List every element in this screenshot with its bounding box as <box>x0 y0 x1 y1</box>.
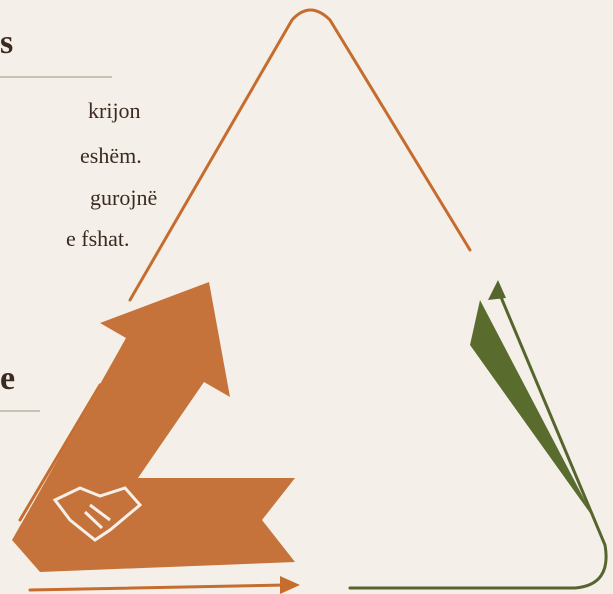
page: s krijon eshëm. gurojnë e fshat. e <box>0 0 613 594</box>
arrow <box>470 300 595 520</box>
icon <box>284 50 350 114</box>
cycle-diagram <box>0 0 613 594</box>
outline <box>30 585 285 590</box>
arrowhead <box>488 280 506 300</box>
arrow <box>12 282 295 572</box>
arrowhead <box>280 576 300 594</box>
icon <box>492 478 552 540</box>
outline <box>130 10 470 300</box>
arrow <box>150 45 270 255</box>
